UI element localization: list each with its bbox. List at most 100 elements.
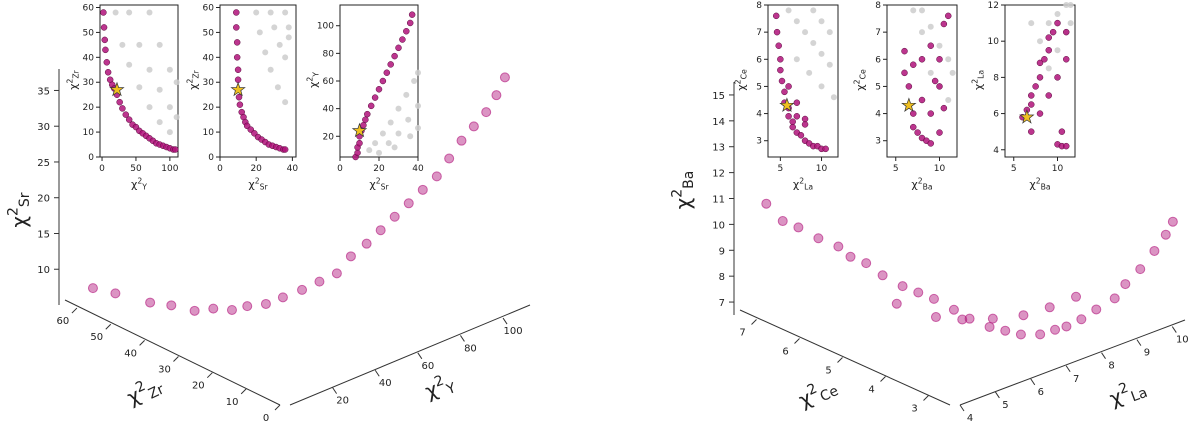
y-tick-label: 6 [993,110,999,120]
point [945,12,952,20]
axis-title-element: Ce [818,383,841,405]
point [919,7,925,14]
point [1063,2,1070,8]
y-tick [240,388,247,395]
point [793,99,801,106]
point [362,116,369,123]
axis-title-symbol: χ [671,198,695,210]
point [444,153,455,164]
point [901,47,908,55]
point [395,44,402,52]
point [910,110,917,117]
axis-title: χ2Ce [794,373,841,414]
x-tick [1171,326,1177,333]
axis-title-power: 2 [306,77,315,82]
x-tick-label: 9 [1144,348,1150,359]
point [1035,329,1046,340]
point [1028,101,1035,108]
axis-title-element: Sr [381,183,390,192]
point [810,40,817,46]
point [235,93,243,101]
y-tick-label: 60 [203,3,215,13]
point [1045,65,1052,72]
axis-title-element: Ba [681,171,697,189]
point [253,9,260,16]
axis-title-element: Ba [923,183,933,192]
point [361,238,372,249]
point [778,77,786,85]
point [345,251,356,262]
point [415,102,421,109]
point [910,123,917,131]
point [793,222,804,233]
point [383,69,391,76]
z-tick-label: 15 [712,91,725,102]
y-tick-label: 40 [323,105,335,115]
point [262,49,269,56]
z-tick-label: 15 [37,229,50,240]
z-tick-label: 20 [37,194,50,205]
point [1000,325,1011,336]
z-tick-label: 35 [37,86,50,97]
point [813,233,824,244]
point [910,61,917,68]
point [395,105,402,112]
point [1045,34,1052,41]
point [1028,92,1035,99]
point [818,50,825,57]
y-tick [923,395,929,401]
point [431,171,442,182]
x-tick [1101,352,1106,359]
y-tick [794,338,800,344]
point [271,24,278,31]
point [101,36,108,44]
point [1076,314,1087,325]
axis-title: χ2Ba [1029,177,1051,192]
axis-title-power: 2 [670,189,686,198]
point [826,29,833,36]
inset-frame [886,4,958,158]
axis-title-symbol: χ [131,178,138,191]
axis-title-symbol: χ [187,83,200,90]
x-tick-label: 40 [412,164,424,174]
point [777,66,784,74]
y-tick-label: 7 [739,328,745,339]
x-tick-label: 0 [217,164,223,174]
axis-title-power: 2 [971,79,980,84]
axis-title-power: 2 [853,79,862,84]
point [930,312,941,323]
point [772,12,780,20]
point [156,41,163,48]
point [331,268,342,279]
axis-title: χ2Ba [911,177,933,192]
axis-title: χ2Zr [123,371,167,411]
point [267,66,274,73]
axis-title-element: Ce [740,69,749,79]
point [417,184,428,195]
x-tick [374,369,380,377]
axis-title-power: 2 [186,78,195,83]
point [1149,245,1160,256]
point [785,7,792,14]
axis-title: χ2Ba [670,171,697,210]
point [387,61,394,68]
point [1036,74,1044,81]
point [945,97,952,103]
point [1018,310,1029,321]
y-tick-label: 0 [208,153,214,163]
axis-title-symbol: χ [1029,178,1036,191]
y-tick [105,323,112,330]
axis-title-element: Y [312,72,321,78]
point [276,41,283,48]
axis-title-element: Y [444,380,459,398]
axis-title-symbol: χ [369,178,376,191]
axis-title-power: 2 [918,177,923,186]
x-tick-label: 8 [1108,361,1114,372]
axis-title: χ2Y [131,177,147,192]
point [411,78,418,84]
point [931,77,939,85]
point [822,145,829,153]
point [156,86,163,93]
z-tick-label: 11 [712,195,725,206]
